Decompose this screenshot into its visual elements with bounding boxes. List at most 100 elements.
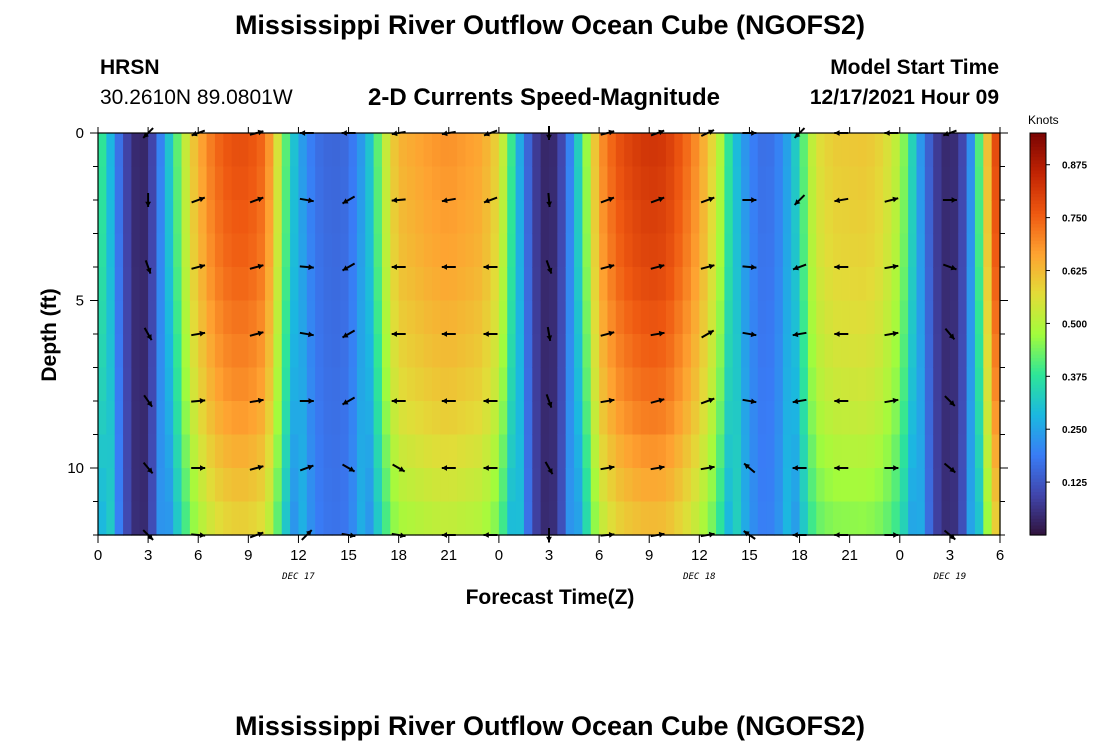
colorbar-segment bbox=[1030, 149, 1046, 154]
heatmap-cell bbox=[231, 401, 241, 436]
heatmap-cell bbox=[799, 401, 809, 436]
heatmap-cell bbox=[624, 300, 634, 335]
heatmap-cell bbox=[440, 166, 450, 201]
heatmap-cell bbox=[256, 401, 266, 436]
heatmap-cell bbox=[949, 133, 959, 168]
heatmap-cell bbox=[874, 334, 884, 369]
heatmap-cell bbox=[607, 367, 617, 402]
heatmap-cell bbox=[139, 200, 149, 235]
heatmap-cell bbox=[473, 300, 483, 335]
heatmap-cell bbox=[356, 200, 366, 235]
heatmap-cell bbox=[816, 267, 826, 302]
heatmap-cell bbox=[874, 434, 884, 469]
heatmap-cell bbox=[265, 166, 274, 201]
heatmap-cell bbox=[523, 200, 533, 235]
heatmap-cell bbox=[599, 334, 609, 369]
heatmap-cell bbox=[690, 233, 700, 268]
current-arrow bbox=[834, 331, 849, 337]
heatmap-cell bbox=[390, 334, 400, 369]
heatmap-cell bbox=[223, 434, 233, 469]
heatmap-cell bbox=[657, 166, 667, 201]
heatmap-cell bbox=[423, 166, 433, 201]
heatmap-cell bbox=[741, 166, 751, 201]
heatmap-cell bbox=[273, 501, 283, 536]
current-arrow bbox=[700, 464, 715, 471]
heatmap-cell bbox=[423, 267, 433, 302]
heatmap-cell bbox=[498, 166, 508, 201]
heatmap-cell bbox=[398, 501, 408, 536]
colorbar-segment bbox=[1030, 290, 1046, 295]
heatmap-cell bbox=[966, 133, 976, 168]
heatmap-cell bbox=[933, 468, 943, 503]
heatmap-cell bbox=[365, 233, 375, 268]
current-arrow bbox=[341, 195, 356, 205]
heatmap-cell bbox=[114, 434, 124, 469]
heatmap-cell bbox=[323, 501, 333, 536]
heatmap-cell bbox=[974, 367, 984, 402]
colorbar-segment bbox=[1030, 360, 1046, 365]
colorbar-segment bbox=[1030, 464, 1046, 469]
heatmap-cell bbox=[214, 267, 224, 302]
heatmap-cell bbox=[841, 334, 851, 369]
heatmap-cell bbox=[448, 401, 458, 436]
heatmap-cell bbox=[407, 501, 416, 536]
heatmap-cell bbox=[974, 267, 984, 302]
heatmap-cell bbox=[640, 133, 650, 168]
heatmap-cell bbox=[949, 267, 959, 302]
colorbar-segment bbox=[1030, 307, 1046, 312]
heatmap-cell bbox=[557, 233, 567, 268]
heatmap-cell bbox=[348, 401, 358, 436]
heatmap-cell bbox=[214, 401, 224, 436]
heatmap-cell bbox=[256, 334, 266, 369]
heatmap-cell bbox=[173, 200, 183, 235]
heatmap-cell bbox=[716, 267, 725, 302]
heatmap-cell bbox=[381, 133, 391, 168]
heatmap-cell bbox=[707, 233, 717, 268]
heatmap-cell bbox=[373, 166, 383, 201]
heatmap-cell bbox=[741, 501, 751, 536]
heatmap-cell bbox=[732, 233, 742, 268]
heatmap-cell bbox=[557, 334, 567, 369]
colorbar-segment bbox=[1030, 488, 1046, 493]
colorbar-segment bbox=[1030, 250, 1046, 255]
heatmap-cell bbox=[356, 401, 366, 436]
heatmap-cell bbox=[490, 200, 500, 235]
heatmap-cell bbox=[749, 367, 759, 402]
heatmap-cell bbox=[615, 401, 625, 436]
heatmap-cell bbox=[323, 367, 333, 402]
heatmap-cell bbox=[657, 200, 667, 235]
heatmap-cell bbox=[123, 267, 133, 302]
heatmap-cell bbox=[732, 133, 742, 168]
heatmap-cell bbox=[640, 166, 650, 201]
heatmap-cell bbox=[590, 133, 600, 168]
colorbar-segment bbox=[1030, 344, 1046, 348]
heatmap-cell bbox=[306, 401, 316, 436]
heatmap-cell bbox=[415, 166, 425, 201]
x-tick-label: 21 bbox=[841, 547, 858, 564]
heatmap-cell bbox=[665, 468, 675, 503]
heatmap-cell bbox=[858, 367, 867, 402]
heatmap-cell bbox=[114, 468, 124, 503]
colorbar-segment bbox=[1030, 226, 1046, 231]
heatmap-cell bbox=[440, 233, 450, 268]
heatmap-cell bbox=[832, 133, 842, 168]
colorbar-segment bbox=[1030, 220, 1046, 225]
heatmap-cell bbox=[866, 334, 876, 369]
colorbar-segment bbox=[1030, 323, 1046, 328]
heatmap-cell bbox=[557, 468, 567, 503]
colorbar-segment bbox=[1030, 531, 1046, 536]
colorbar-segment bbox=[1030, 176, 1046, 181]
heatmap-cell bbox=[549, 133, 558, 168]
heatmap-cell bbox=[807, 468, 817, 503]
heatmap-cell bbox=[189, 233, 199, 268]
chart-title: Mississippi River Outflow Ocean Cube (NG… bbox=[234, 10, 866, 40]
heatmap-cell bbox=[841, 468, 851, 503]
heatmap-cell bbox=[816, 434, 826, 469]
heatmap-cell bbox=[782, 401, 792, 436]
heatmap-cell bbox=[281, 468, 291, 503]
heatmap-cell bbox=[457, 133, 467, 168]
heatmap-cell bbox=[782, 133, 792, 168]
heatmap-cell bbox=[265, 334, 274, 369]
heatmap-cell bbox=[599, 367, 609, 402]
heatmap-cell bbox=[348, 233, 358, 268]
